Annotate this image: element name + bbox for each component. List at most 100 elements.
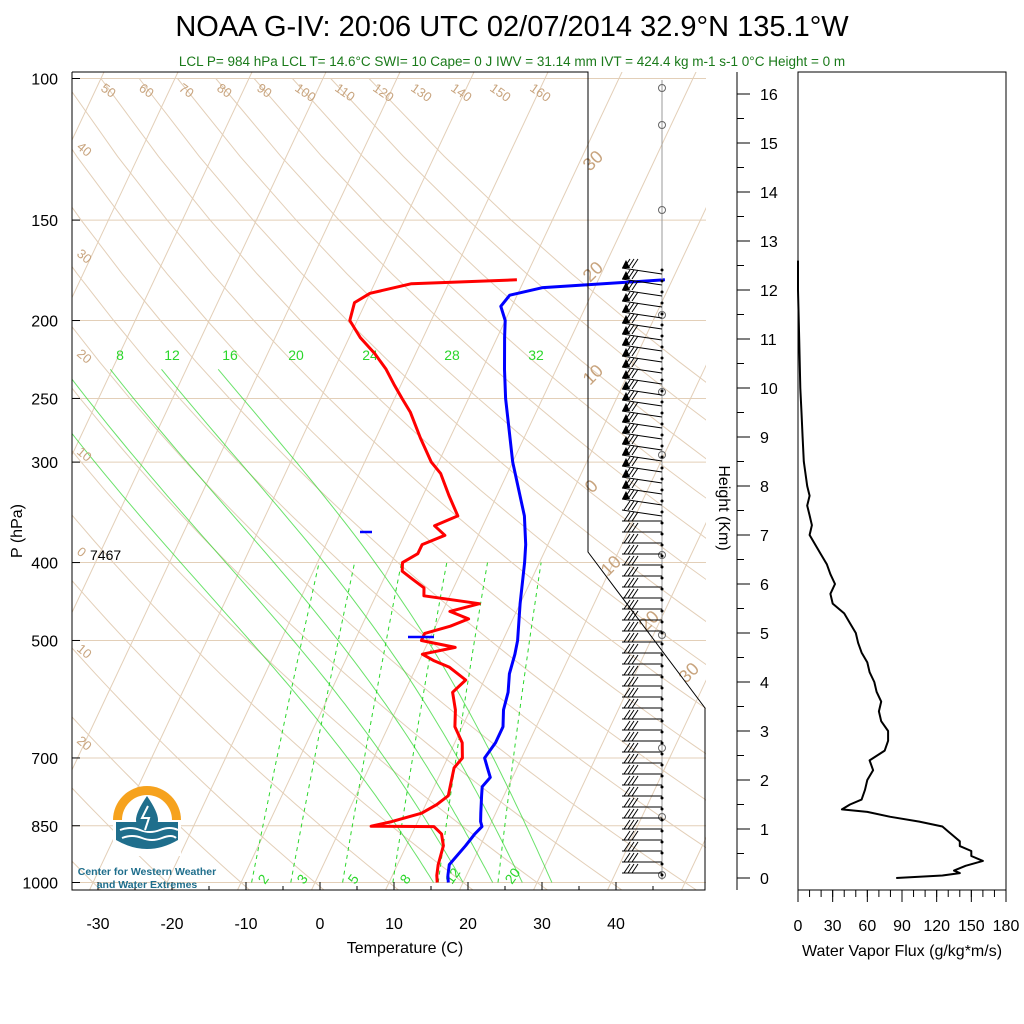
wind-barb-pennant	[622, 304, 630, 312]
wind-barb-pennant	[622, 359, 630, 367]
height-tick-label: 5	[760, 626, 769, 643]
wind-barb-pennant	[622, 436, 630, 444]
pressure-tick-label: 250	[31, 391, 58, 408]
calm-wind-marker	[658, 206, 666, 214]
wind-barb-pennant	[622, 260, 630, 268]
chart-subtitle: LCL P= 984 hPa LCL T= 14.6°C SWI= 10 Cap…	[179, 54, 845, 69]
dry-adiabat-line	[72, 450, 549, 890]
wind-barb-pennant	[622, 469, 630, 477]
dry-adiabat-line	[72, 647, 325, 890]
isotherm-line	[458, 364, 706, 890]
wind-barb	[621, 267, 663, 275]
wind-barb-pennant	[622, 480, 630, 488]
chart-title: NOAA G-IV: 20:06 UTC 02/07/2014 32.9°N 1…	[175, 11, 849, 43]
height-tick-label: 16	[760, 87, 778, 104]
wind-barb-pennant	[622, 271, 630, 279]
moist-adiabat-line	[109, 368, 494, 883]
flux-tick-label: 0	[794, 918, 803, 935]
wind-barb	[621, 476, 663, 484]
pressure-tick-label: 500	[31, 633, 58, 650]
temperature-tick-label: 10	[385, 916, 403, 933]
calm-wind-marker	[658, 311, 666, 319]
calm-wind-marker	[658, 871, 666, 879]
wind-barb	[621, 399, 663, 407]
isotherm-top-label: 50	[98, 80, 118, 101]
isotherm-line	[72, 72, 179, 299]
wind-barb	[621, 388, 663, 396]
pressure-tick-label: 200	[31, 314, 58, 331]
wind-barb-pennant	[622, 337, 630, 345]
wind-barb-pennant	[622, 282, 630, 290]
temperature-tick-label: 40	[607, 916, 625, 933]
wind-barb-pennant	[622, 403, 630, 411]
dry-adiabat-line	[72, 579, 400, 890]
dry-adiabat-line	[72, 206, 706, 801]
wind-barb	[621, 311, 663, 319]
height-tick-label: 11	[760, 332, 777, 349]
pressure-tick-label: 300	[31, 455, 58, 472]
height-tick-label: 0	[760, 871, 769, 888]
isotherm-line	[88, 72, 475, 890]
flux-profile	[797, 260, 984, 879]
dry-adiabat-line	[72, 716, 251, 890]
wind-barb	[621, 487, 663, 495]
moist-adiabat-label: 12	[164, 347, 180, 363]
wind-barb	[621, 278, 663, 286]
isotherm-line	[236, 72, 623, 890]
wind-barb	[621, 333, 663, 341]
calm-wind-marker	[658, 84, 666, 92]
wind-barb-pennant	[622, 447, 630, 455]
skewt-background-lines	[72, 72, 706, 890]
flux-axis-label: Water Vapor Flux (g/kg*m/s)	[802, 943, 1002, 960]
dry-adiabat-line	[292, 78, 706, 460]
dry-adiabat-line	[72, 514, 474, 890]
height-tick-label: 15	[760, 136, 778, 153]
wind-barb	[621, 366, 663, 374]
calm-wind-marker	[658, 551, 666, 559]
dry-adiabat-line	[330, 78, 706, 421]
dry-adiabat-line	[72, 148, 706, 755]
wind-barb	[621, 443, 663, 451]
dry-adiabat-line	[100, 78, 706, 666]
dry-adiabat-line	[138, 78, 706, 623]
wind-barb	[621, 289, 663, 297]
moist-adiabat-label: 28	[444, 347, 460, 363]
height-axis-label: Height (Km)	[715, 465, 732, 550]
isotherm-top-label: 70	[176, 80, 196, 101]
flux-tick-label: 30	[824, 918, 842, 935]
wind-barb-pennant	[622, 392, 630, 400]
wind-barb-pennant	[622, 326, 630, 334]
moist-adiabat-line	[217, 368, 553, 883]
moist-adiabat-line	[72, 378, 464, 883]
pressure-tick-label: 100	[31, 72, 58, 89]
logo-line-2: and Water Extremes	[97, 879, 198, 891]
moist-adiabat-line	[72, 432, 434, 883]
water-vapor-flux-line	[797, 260, 984, 879]
pressure-tick-label: 150	[31, 213, 58, 230]
wind-barb	[621, 454, 663, 462]
wind-barb-pennant	[622, 414, 630, 422]
wind-barb	[621, 322, 663, 330]
dry-adiabat-line	[72, 387, 623, 890]
moist-adiabat-label: 16	[222, 347, 238, 363]
isotherm-line	[532, 521, 706, 890]
pressure-tick-label: 850	[31, 819, 58, 836]
temperature-tick-label: -30	[86, 916, 109, 933]
wind-barb-pennant	[622, 315, 630, 323]
height-tick-label: 1	[760, 822, 769, 839]
isotherm-top-label: 80	[214, 80, 234, 101]
isotherm-top-label: 90	[254, 80, 274, 101]
temperature-tick-label: -20	[160, 916, 183, 933]
pressure-tick-label: 400	[31, 556, 58, 573]
height-tick-label: 10	[760, 381, 778, 398]
moist-adiabat-label: 20	[288, 347, 304, 363]
height-tick-label: 12	[760, 283, 778, 300]
wind-barb-pennant	[622, 370, 630, 378]
calm-wind-marker	[658, 388, 666, 396]
height-tick-label: 2	[760, 773, 769, 790]
dry-adiabat-line	[72, 265, 706, 849]
logo-line-1: Center for Western Weather	[78, 866, 216, 878]
wind-barb	[621, 421, 663, 429]
temperature-axis-label: Temperature (C)	[347, 940, 463, 957]
